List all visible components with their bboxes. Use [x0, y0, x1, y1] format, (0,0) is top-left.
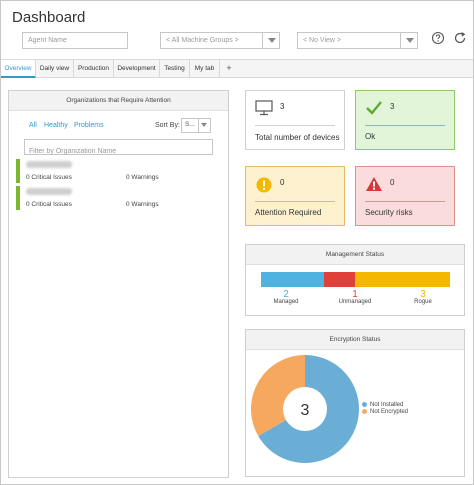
managed-bar-segment[interactable] [261, 272, 324, 287]
tile-attention-required[interactable]: 0 Attention Required [245, 166, 345, 226]
encryption-total: 3 [301, 402, 310, 419]
chevron-down-icon[interactable] [262, 33, 279, 48]
page-title: Dashboard [12, 9, 86, 26]
machine-groups-select[interactable]: < All Machine Groups > [160, 32, 280, 49]
add-tab-button[interactable]: + [226, 63, 232, 73]
managed-label: Managed [273, 299, 299, 305]
agent-name-field[interactable] [22, 32, 128, 49]
filter-problems-link[interactable]: Problems [74, 122, 104, 129]
donut-center [283, 387, 327, 431]
tile-count: 0 [280, 178, 285, 187]
status-indicator [16, 159, 20, 183]
monitor-icon [255, 100, 273, 116]
unmanaged-label: Unmanaged [338, 299, 372, 305]
legend-item-not-encrypted: Not Encrypted [362, 409, 408, 415]
tile-label: Total number of devices [255, 133, 340, 142]
dashboard-tabs: Overview Daily view Production Developme… [1, 59, 473, 78]
view-value: < No View > [303, 37, 342, 44]
critical-issues-count: 0 Critical Issues [26, 201, 72, 208]
tile-count: 0 [390, 178, 395, 187]
encryption-donut-chart: 3 [250, 355, 359, 463]
organizations-panel-title: Organizations that Require Attention [9, 91, 228, 111]
encryption-status-title: Encryption Status [246, 330, 464, 350]
organization-item[interactable]: 0 Critical Issues 0 Warnings [16, 159, 216, 183]
tile-label: Attention Required [255, 208, 322, 217]
unmanaged-bar-segment[interactable] [324, 272, 355, 287]
tile-ok[interactable]: 3 Ok [355, 90, 455, 150]
tab-production[interactable]: Production [74, 60, 114, 77]
rogue-bar-segment[interactable] [355, 272, 450, 287]
tile-total-devices[interactable]: 3 Total number of devices [245, 90, 345, 150]
organization-filter-input[interactable] [25, 144, 212, 159]
legend-label: Not Encrypted [370, 409, 409, 416]
rogue-count: 3 [420, 289, 426, 300]
organization-name-redacted [26, 161, 72, 168]
help-icon[interactable] [431, 31, 445, 45]
legend-dot [362, 409, 367, 414]
legend-label: Not Installed [370, 402, 404, 409]
filter-all-link[interactable]: All [29, 122, 37, 129]
managed-count: 2 [283, 289, 289, 300]
sort-by-select[interactable]: S... [181, 118, 211, 133]
unmanaged-count: 1 [352, 289, 358, 300]
filter-healthy-link[interactable]: Healthy [44, 122, 68, 129]
legend-dot [362, 402, 367, 407]
warning-triangle-icon [366, 177, 382, 191]
tile-label: Ok [365, 132, 376, 141]
tile-divider [255, 201, 335, 202]
critical-issues-count: 0 Critical Issues [26, 174, 72, 181]
tab-daily-view[interactable]: Daily view [36, 60, 74, 77]
tile-security-risks[interactable]: 0 Security risks [355, 166, 455, 226]
tab-overview[interactable]: Overview [1, 60, 36, 78]
view-select[interactable]: < No View > [297, 32, 418, 49]
organization-name-redacted [26, 188, 72, 195]
chevron-down-icon[interactable] [198, 119, 210, 132]
management-status-title: Management Status [246, 245, 464, 265]
tab-my-tab[interactable]: My tab [190, 60, 220, 77]
tab-development[interactable]: Development [114, 60, 160, 77]
sort-by-label: Sort By: [155, 122, 180, 129]
tile-label: Security risks [365, 208, 413, 217]
tile-divider [365, 201, 445, 202]
tile-count: 3 [390, 102, 395, 111]
refresh-icon[interactable] [453, 31, 467, 45]
rogue-label: Rogue [414, 299, 432, 305]
tile-count: 3 [280, 102, 285, 111]
warnings-count: 0 Warnings [126, 201, 159, 208]
tile-divider [255, 125, 335, 126]
organization-item[interactable]: 0 Critical Issues 0 Warnings [16, 186, 216, 210]
status-indicator [16, 186, 20, 210]
tile-divider [365, 125, 445, 126]
organization-filter-field[interactable] [24, 139, 213, 159]
machine-groups-value: < All Machine Groups > [166, 37, 239, 44]
checkmark-icon [366, 101, 382, 115]
chevron-down-icon[interactable] [400, 33, 417, 48]
legend-item-not-installed: Not Installed [362, 402, 403, 408]
sort-by-value: S... [185, 121, 195, 128]
tab-testing[interactable]: Testing [160, 60, 190, 77]
agent-name-input[interactable] [28, 33, 127, 48]
exclamation-circle-icon [256, 177, 272, 193]
warnings-count: 0 Warnings [126, 174, 159, 181]
